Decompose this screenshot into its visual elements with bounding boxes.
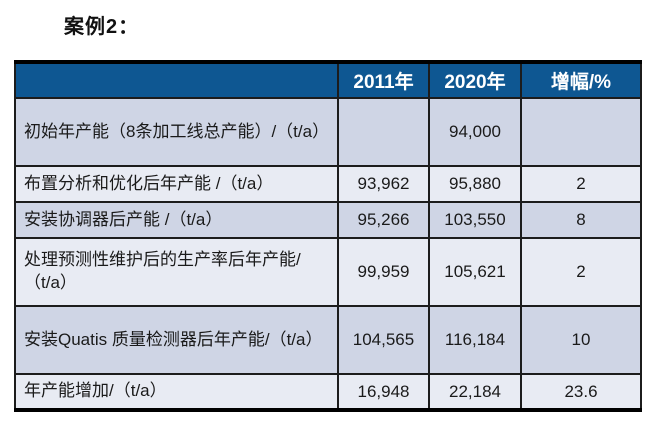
table-row: 布置分析和优化后年产能 /（t/a） 93,962 95,880 2 [14, 165, 642, 203]
header-cell-2020: 2020年 [428, 60, 522, 99]
value-2020: 94,000 [428, 97, 522, 167]
value-growth: 2 [520, 237, 642, 307]
table-row: 初始年产能（8条加工线总产能）/（t/a） 94,000 [14, 97, 642, 167]
value-growth: 23.6 [520, 373, 642, 412]
value-2011: 104,565 [337, 305, 430, 375]
value-2011: 93,962 [337, 165, 430, 203]
value-2020: 103,550 [428, 201, 522, 239]
page-title: 案例2： [64, 16, 140, 38]
value-2020: 22,184 [428, 373, 522, 412]
header-cell-label [14, 60, 339, 99]
table-row: 安装Quatis 质量检测器后年产能/（t/a） 104,565 116,184… [14, 305, 642, 375]
row-label: 布置分析和优化后年产能 /（t/a） [14, 165, 339, 203]
value-growth [520, 97, 642, 167]
value-growth: 10 [520, 305, 642, 375]
value-2011: 95,266 [337, 201, 430, 239]
row-label: 安装Quatis 质量检测器后年产能/（t/a） [14, 305, 339, 375]
table-header-row: 2011年 2020年 增幅/% [14, 60, 642, 99]
header-cell-growth: 增幅/% [520, 60, 642, 99]
value-2011 [337, 97, 430, 167]
value-2020: 105,621 [428, 237, 522, 307]
value-2020: 116,184 [428, 305, 522, 375]
row-label: 年产能增加/（t/a） [14, 373, 339, 412]
value-2020: 95,880 [428, 165, 522, 203]
value-growth: 2 [520, 165, 642, 203]
table-row: 处理预测性维护后的生产率后年产能/（t/a） 99,959 105,621 2 [14, 237, 642, 307]
capacity-table: 2011年 2020年 增幅/% 初始年产能（8条加工线总产能）/（t/a） 9… [14, 60, 642, 412]
row-label: 初始年产能（8条加工线总产能）/（t/a） [14, 97, 339, 167]
header-cell-2011: 2011年 [337, 60, 430, 99]
row-label: 安装协调器后产能 /（t/a） [14, 201, 339, 239]
value-growth: 8 [520, 201, 642, 239]
value-2011: 16,948 [337, 373, 430, 412]
table-row: 年产能增加/（t/a） 16,948 22,184 23.6 [14, 373, 642, 412]
value-2011: 99,959 [337, 237, 430, 307]
row-label: 处理预测性维护后的生产率后年产能/（t/a） [14, 237, 339, 307]
table-row: 安装协调器后产能 /（t/a） 95,266 103,550 8 [14, 201, 642, 239]
